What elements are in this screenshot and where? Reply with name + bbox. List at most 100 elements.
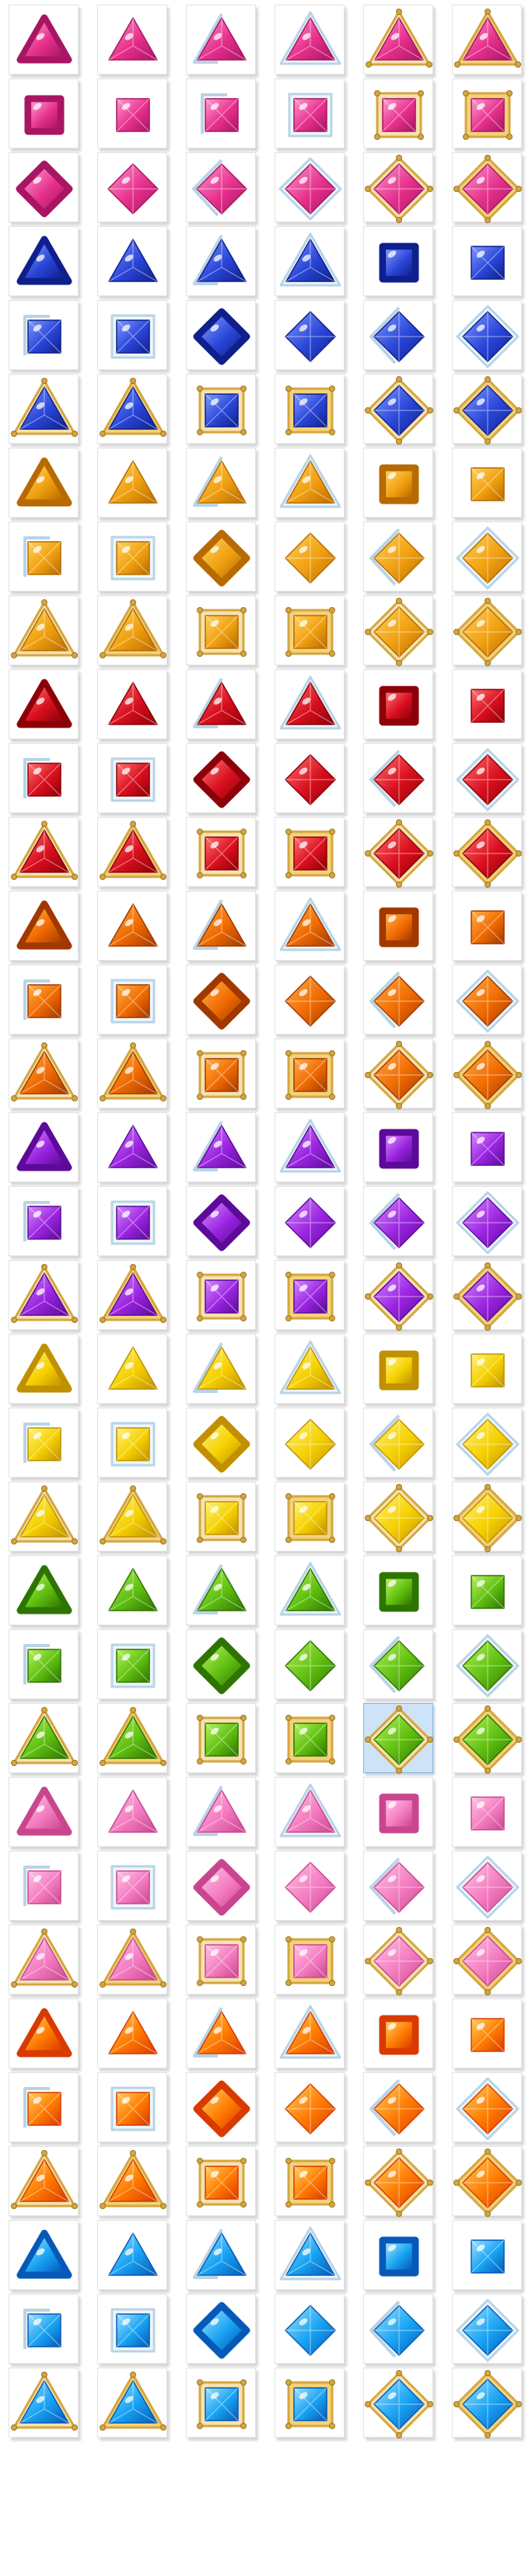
gem-tile-purple-sq-goldframe2[interactable]: [275, 1260, 345, 1330]
gem-tile-lightpink-rh-goldframe2[interactable]: [452, 1925, 522, 1995]
gem-tile-pink-tri-silverleft[interactable]: [186, 5, 256, 75]
gem-tile-fireorange-sq-silverframe[interactable]: [97, 2072, 167, 2142]
gem-tile-skyblue-tri-goldframe[interactable]: [9, 2368, 79, 2438]
gem-tile-pink-sq-goldframe2[interactable]: [452, 79, 522, 148]
gem-tile-lightpink-rh-silverleft[interactable]: [363, 1851, 433, 1921]
gem-tile-skyblue-sq-none[interactable]: [452, 2220, 522, 2290]
gem-tile-blue-roundsq-none[interactable]: [363, 226, 433, 296]
gem-tile-pink-roundsq-none[interactable]: [9, 79, 79, 148]
gem-tile-fireorange-tri-goldframe2[interactable]: [97, 2146, 167, 2216]
gem-tile-lightpink-tri-silverframe[interactable]: [275, 1777, 345, 1847]
gem-tile-yellow-rh-goldframe[interactable]: [363, 1482, 433, 1552]
gem-tile-purple-rh-silverframe[interactable]: [452, 1186, 522, 1256]
gem-tile-green-rh-silverframe[interactable]: [452, 1629, 522, 1699]
gem-tile-yellow-sq-silverframe[interactable]: [97, 1408, 167, 1478]
gem-tile-pink-sq-silverleft[interactable]: [186, 79, 256, 148]
gem-tile-fireorange-tri-silverframe[interactable]: [275, 1998, 345, 2068]
gem-tile-yellow-roundtri-none[interactable]: [9, 1334, 79, 1404]
gem-tile-purple-sq-goldframe[interactable]: [186, 1260, 256, 1330]
gem-tile-skyblue-rh-none[interactable]: [275, 2294, 345, 2364]
gem-tile-lightpink-roundtri-none[interactable]: [9, 1777, 79, 1847]
gem-tile-purple-rh-goldframe[interactable]: [363, 1260, 433, 1331]
gem-tile-red-tri-goldframe2[interactable]: [97, 817, 167, 887]
gem-tile-amber-tri-goldframe2[interactable]: [97, 595, 167, 665]
gem-tile-yellow-tri-silverleft[interactable]: [186, 1334, 256, 1404]
gem-tile-skyblue-rh-silverleft[interactable]: [363, 2294, 433, 2364]
gem-tile-blue-sq-none[interactable]: [452, 226, 522, 296]
gem-tile-red-roundsq-none[interactable]: [363, 669, 433, 739]
gem-tile-pink-tri-goldframe2[interactable]: [452, 5, 522, 75]
gem-tile-pink-rh-silverframe[interactable]: [275, 152, 345, 222]
gem-tile-purple-sq-none[interactable]: [452, 1112, 522, 1182]
gem-tile-pink-roundtri-none[interactable]: [9, 5, 79, 75]
gem-tile-orange-tri-goldframe[interactable]: [9, 1038, 79, 1108]
gem-tile-red-rh-goldframe2[interactable]: [452, 817, 522, 888]
gem-tile-pink-tri-silverframe[interactable]: [275, 5, 345, 75]
gem-tile-lightpink-tri-none[interactable]: [97, 1777, 167, 1847]
gem-tile-yellow-tri-none[interactable]: [97, 1334, 167, 1404]
gem-tile-lightpink-rh-none[interactable]: [275, 1851, 345, 1921]
gem-tile-fireorange-tri-goldframe[interactable]: [9, 2146, 79, 2216]
gem-tile-amber-roundsq-none[interactable]: [363, 448, 433, 518]
gem-tile-red-sq-silverframe[interactable]: [97, 743, 167, 813]
gem-tile-green-rh-goldframe[interactable]: [363, 1703, 433, 1774]
gem-tile-orange-tri-goldframe2[interactable]: [97, 1038, 167, 1108]
gem-tile-blue-tri-none[interactable]: [97, 226, 167, 296]
gem-tile-lightpink-tri-goldframe[interactable]: [9, 1925, 79, 1995]
gem-tile-fireorange-roundrh-none[interactable]: [186, 2072, 256, 2142]
gem-tile-lightpink-sq-goldframe2[interactable]: [275, 1925, 345, 1995]
gem-tile-fireorange-tri-none[interactable]: [97, 1998, 167, 2068]
gem-tile-pink-rh-none[interactable]: [97, 152, 167, 222]
gem-tile-red-tri-goldframe[interactable]: [9, 817, 79, 887]
gem-tile-purple-tri-silverframe[interactable]: [275, 1112, 345, 1182]
gem-tile-skyblue-sq-goldframe2[interactable]: [275, 2368, 345, 2438]
gem-tile-skyblue-sq-goldframe[interactable]: [186, 2368, 256, 2438]
gem-tile-lightpink-sq-silverleft[interactable]: [9, 1851, 79, 1921]
gem-tile-green-rh-none[interactable]: [275, 1629, 345, 1699]
gem-tile-orange-sq-none[interactable]: [452, 891, 522, 961]
gem-tile-pink-sq-none[interactable]: [97, 79, 167, 148]
gem-tile-red-rh-silverframe[interactable]: [452, 743, 522, 813]
gem-tile-purple-sq-silverleft[interactable]: [9, 1186, 79, 1256]
gem-tile-lightpink-rh-silverframe[interactable]: [452, 1851, 522, 1921]
gem-tile-yellow-tri-goldframe[interactable]: [9, 1482, 79, 1552]
gem-tile-orange-rh-goldframe[interactable]: [363, 1038, 433, 1109]
gem-tile-yellow-sq-goldframe2[interactable]: [275, 1482, 345, 1552]
gem-tile-fireorange-rh-goldframe2[interactable]: [452, 2146, 522, 2217]
gem-tile-yellow-roundrh-none[interactable]: [186, 1408, 256, 1478]
gem-tile-skyblue-tri-silverleft[interactable]: [186, 2220, 256, 2290]
gem-tile-blue-tri-silverframe[interactable]: [275, 226, 345, 296]
gem-tile-blue-sq-goldframe2[interactable]: [275, 374, 345, 444]
gem-tile-purple-sq-silverframe[interactable]: [97, 1186, 167, 1256]
gem-tile-fireorange-sq-silverleft[interactable]: [9, 2072, 79, 2142]
gem-tile-orange-sq-silverframe[interactable]: [97, 965, 167, 1035]
gem-tile-red-rh-none[interactable]: [275, 743, 345, 813]
gem-tile-green-sq-goldframe[interactable]: [186, 1703, 256, 1773]
gem-tile-green-sq-silverframe[interactable]: [97, 1629, 167, 1699]
gem-tile-red-roundtri-none[interactable]: [9, 669, 79, 739]
gem-tile-red-tri-silverframe[interactable]: [275, 669, 345, 739]
gem-tile-lightpink-roundrh-none[interactable]: [186, 1851, 256, 1921]
gem-tile-amber-tri-silverleft[interactable]: [186, 448, 256, 518]
gem-tile-yellow-rh-silverframe[interactable]: [452, 1408, 522, 1478]
gem-tile-lightpink-sq-silverframe[interactable]: [97, 1851, 167, 1921]
gem-tile-skyblue-tri-goldframe2[interactable]: [97, 2368, 167, 2438]
gem-tile-amber-rh-silverleft[interactable]: [363, 522, 433, 592]
gem-tile-amber-rh-silverframe[interactable]: [452, 522, 522, 592]
gem-tile-green-sq-none[interactable]: [452, 1555, 522, 1625]
gem-tile-orange-rh-goldframe2[interactable]: [452, 1038, 522, 1109]
gem-tile-pink-rh-silverleft[interactable]: [186, 152, 256, 222]
gem-tile-fireorange-roundsq-none[interactable]: [363, 1998, 433, 2068]
gem-tile-green-sq-goldframe2[interactable]: [275, 1703, 345, 1773]
gem-tile-lightpink-sq-goldframe[interactable]: [186, 1925, 256, 1995]
gem-tile-blue-rh-silverleft[interactable]: [363, 300, 433, 370]
gem-tile-green-roundrh-none[interactable]: [186, 1629, 256, 1699]
gem-tile-purple-rh-none[interactable]: [275, 1186, 345, 1256]
gem-tile-green-sq-silverleft[interactable]: [9, 1629, 79, 1699]
gem-tile-blue-rh-goldframe[interactable]: [363, 374, 433, 445]
gem-tile-yellow-sq-none[interactable]: [452, 1334, 522, 1404]
gem-tile-blue-sq-silverleft[interactable]: [9, 300, 79, 370]
gem-tile-amber-sq-goldframe[interactable]: [186, 595, 256, 665]
gem-tile-red-sq-none[interactable]: [452, 669, 522, 739]
gem-tile-skyblue-rh-goldframe2[interactable]: [452, 2368, 522, 2438]
